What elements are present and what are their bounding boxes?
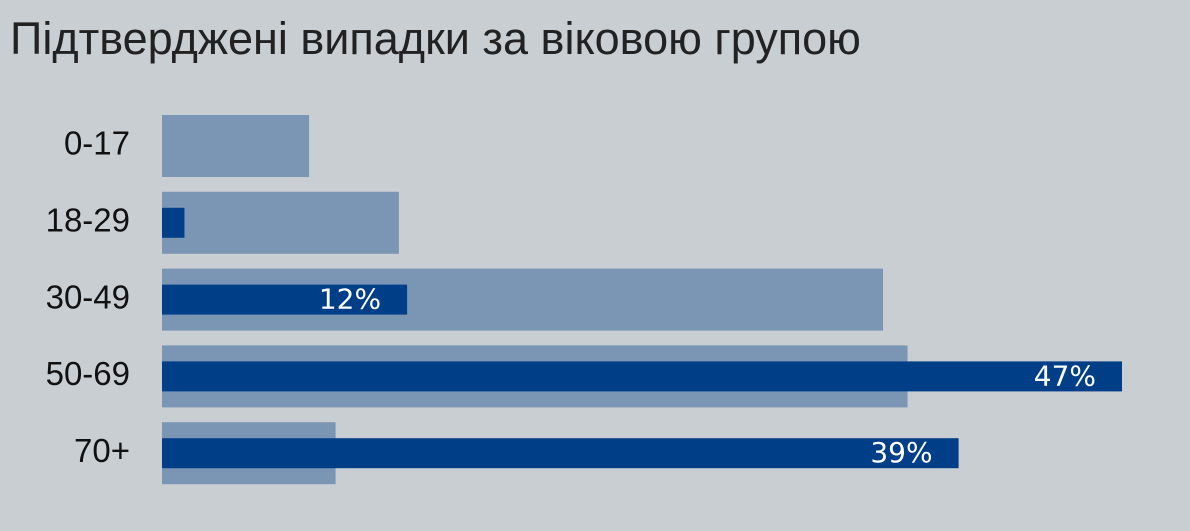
category-label: 30-49 xyxy=(46,278,130,315)
bar xyxy=(162,284,408,315)
value-label: 47% xyxy=(1034,359,1096,392)
category-label: 18-29 xyxy=(46,202,130,239)
bar xyxy=(162,207,185,238)
bar xyxy=(162,361,1122,392)
chart-title: Підтверджені випадки за віковою групою xyxy=(10,13,861,64)
category-label: 0-17 xyxy=(64,125,130,162)
bar xyxy=(162,191,399,254)
bar xyxy=(162,438,959,469)
bar xyxy=(162,115,310,177)
category-label: 50-69 xyxy=(46,355,130,392)
value-label: 39% xyxy=(870,436,932,469)
value-label: 12% xyxy=(319,283,381,316)
category-label: 70+ xyxy=(74,432,130,469)
